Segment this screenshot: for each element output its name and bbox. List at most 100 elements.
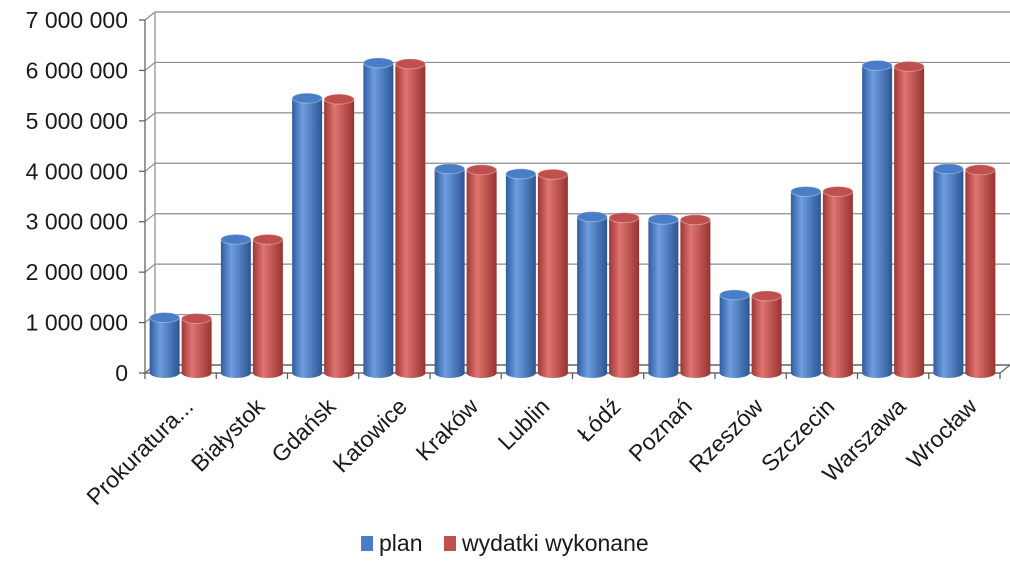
- bar-body: [363, 62, 394, 378]
- bar: [149, 312, 181, 378]
- y-tick-label: 5 000 000: [26, 108, 128, 134]
- x-tick-label: Katowice: [328, 393, 412, 477]
- bar-body: [933, 168, 964, 378]
- bar-cap: [608, 212, 640, 224]
- bar: [394, 58, 426, 378]
- gridline-side: [144, 263, 156, 273]
- legend-swatch: [444, 536, 456, 551]
- bar-cap: [434, 163, 466, 175]
- x-tick-label: Białystok: [186, 393, 270, 477]
- x-tick-label: Lublin: [493, 393, 555, 455]
- bar: [751, 290, 783, 378]
- legend-item: plan: [361, 530, 422, 556]
- y-tick-label: 2 000 000: [26, 259, 128, 285]
- bar: [932, 163, 964, 378]
- bar-cap: [505, 168, 537, 180]
- bar-cap: [394, 58, 426, 70]
- bar-cap: [181, 313, 213, 325]
- bar: [964, 164, 996, 378]
- bar-body: [862, 65, 893, 378]
- bar-cap: [149, 312, 181, 324]
- bar-cap: [893, 60, 925, 72]
- bar-body: [395, 63, 426, 378]
- bar-body: [648, 219, 679, 378]
- bar-cap: [790, 185, 822, 197]
- bar: [576, 211, 608, 378]
- bar-body: [609, 217, 640, 378]
- bar-body: [292, 98, 323, 379]
- bar-body: [149, 317, 180, 378]
- bar-body: [220, 239, 251, 378]
- bar-cap: [964, 164, 996, 176]
- legend-label: wydatki wykonane: [461, 530, 649, 556]
- bar-cap: [679, 214, 711, 226]
- bar: [719, 289, 751, 378]
- bar-cap: [861, 59, 893, 71]
- bar: [822, 185, 854, 378]
- bar: [537, 168, 569, 378]
- gridline-side: [144, 61, 156, 71]
- bar: [647, 213, 679, 378]
- bar-body: [505, 173, 536, 378]
- bar: [466, 164, 498, 378]
- y-tick-label: 1 000 000: [26, 310, 128, 336]
- bar-cap: [822, 185, 854, 197]
- bar-body: [181, 318, 212, 378]
- bar: [323, 93, 355, 379]
- bar-body: [965, 169, 996, 378]
- bar-cap: [323, 93, 355, 105]
- bar-body: [894, 66, 925, 378]
- bar-body: [577, 216, 608, 378]
- bar-body: [324, 99, 355, 379]
- bar-cap: [362, 57, 394, 69]
- bar-cap: [466, 164, 498, 176]
- bar: [893, 60, 925, 378]
- bar: [220, 233, 252, 378]
- bar-cap: [719, 289, 751, 301]
- y-tick-label: 6 000 000: [26, 57, 128, 83]
- legend-item: wydatki wykonane: [444, 530, 649, 556]
- gridline-side: [144, 112, 156, 122]
- y-tick-label: 0: [115, 360, 128, 386]
- bar: [252, 233, 284, 378]
- legend: plan wydatki wykonane: [361, 530, 649, 556]
- x-tick-label: Łódź: [572, 393, 626, 447]
- bar-body: [822, 191, 853, 378]
- bar: [608, 212, 640, 378]
- gridline-side: [144, 162, 156, 172]
- bar-cap: [647, 213, 679, 225]
- y-tick-label: 4 000 000: [26, 158, 128, 184]
- bar: [291, 92, 323, 379]
- legend-label: plan: [379, 530, 422, 556]
- x-axis-tick-labels: Prokuratura...BiałystokGdańskKatowiceKra…: [81, 393, 982, 510]
- x-tick-label: Wrocław: [901, 393, 982, 474]
- bar-body: [434, 168, 465, 378]
- bar-body: [466, 169, 497, 378]
- bar-cap: [220, 233, 252, 245]
- bar-body: [719, 294, 750, 378]
- y-tick-label: 3 000 000: [26, 209, 128, 235]
- gridline-side: [144, 213, 156, 223]
- x-tick-label: Kraków: [411, 393, 484, 466]
- y-tick-label: 7 000 000: [26, 7, 128, 33]
- gridline-side: [144, 11, 156, 21]
- bar-cap: [537, 168, 569, 180]
- bar-body: [252, 239, 283, 378]
- bar-cap: [576, 211, 608, 223]
- bar-body: [537, 174, 568, 378]
- bar: [505, 168, 537, 378]
- bar: [181, 313, 213, 378]
- bar-cap: [291, 92, 323, 104]
- bar: [790, 185, 822, 378]
- bar-body: [680, 219, 711, 378]
- y-axis-tick-labels: 0 1 000 000 2 000 000 3 000 000 4 000 000 5 0…: [26, 7, 128, 386]
- bars: [149, 57, 996, 379]
- x-tick-label: Rzeszów: [684, 393, 769, 478]
- bar: [434, 163, 466, 378]
- bar: [861, 59, 893, 378]
- bar: [362, 57, 394, 378]
- x-tick-label: Prokuratura...: [81, 393, 198, 510]
- bar-cap: [751, 290, 783, 302]
